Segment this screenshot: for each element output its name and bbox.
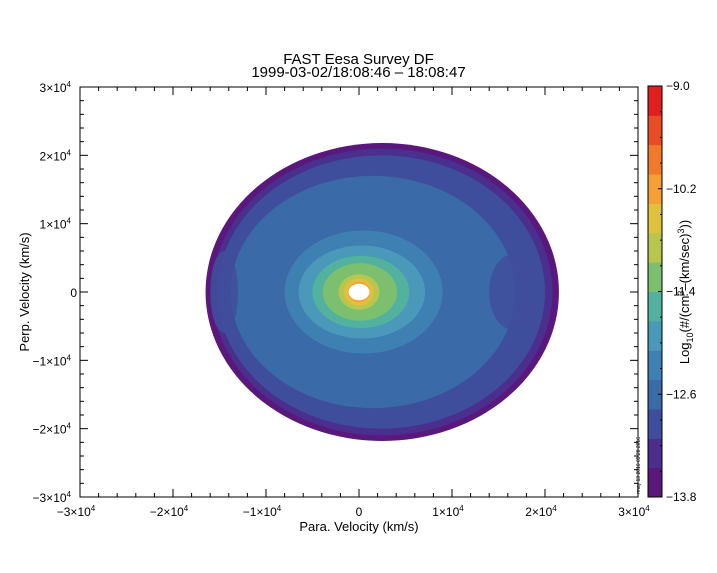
colorbar-band-2 xyxy=(648,408,662,439)
x-tick-label-5: 2×104 xyxy=(525,504,557,519)
y-axis-label: Perp. Velocity (km/s) xyxy=(17,232,32,351)
chart-subtitle: 1999-03-02/18:08:46 – 18:08:47 xyxy=(251,64,466,81)
colorbar-tick-label-4: −13.8 xyxy=(666,490,697,504)
x-axis: −3×104 −2×104 −1×104 0 1×104 2×104 3×104 xyxy=(57,87,650,519)
x-tick-label-3: 0 xyxy=(356,505,363,519)
colorbar-band-4 xyxy=(648,350,662,381)
core-void xyxy=(348,283,370,301)
colorbar-axis: −9.0 −10.2 −11.4 −12.6 −13.8 xyxy=(658,79,697,504)
colorbar-tick-label-1: −10.2 xyxy=(666,182,697,196)
side-lobe-0 xyxy=(489,254,536,330)
y-tick-label-4: 1×104 xyxy=(40,217,72,232)
colorbar-band-13 xyxy=(648,86,662,116)
x-tick-label-6: 3×104 xyxy=(618,504,650,519)
colorbar-band-0 xyxy=(648,467,662,498)
colorbar-band-6 xyxy=(648,291,662,322)
contour-fill xyxy=(81,88,559,496)
colorbar-band-5 xyxy=(648,320,662,351)
y-tick-label-0: −3×104 xyxy=(33,490,72,505)
side-lobe-1 xyxy=(210,251,239,333)
x-tick-label-2: −1×104 xyxy=(243,504,282,519)
colorbar-band-9 xyxy=(648,203,662,234)
colorbar-tick-label-0: −9.0 xyxy=(666,79,690,93)
colorbar-label: Log10(#/(cm3–(km/sec)3)) xyxy=(676,220,695,364)
x-tick-label-1: −2×104 xyxy=(150,504,189,519)
unmeasured-region xyxy=(81,88,197,496)
colorbar-band-3 xyxy=(648,379,662,410)
colorbar-band-1 xyxy=(648,438,662,469)
timestamp-stamp: rmay 13 2016 09:28 2016 xyxy=(636,437,642,494)
y-tick-label-6: 3×104 xyxy=(40,80,72,95)
y-tick-label-1: −2×104 xyxy=(33,422,72,437)
colorbar-band-11 xyxy=(648,144,662,175)
chart-title: FAST Eesa Survey DF xyxy=(283,51,434,68)
colorbar-band-7 xyxy=(648,262,662,292)
y-tick-label-2: −1×104 xyxy=(33,353,72,368)
y-axis: −3×104 −2×104 −1×104 0 1×104 2×104 3×104 xyxy=(33,80,638,505)
y-tick-label-3: 0 xyxy=(70,286,77,300)
colorbar-band-8 xyxy=(648,232,662,263)
x-tick-label-0: −3×104 xyxy=(57,504,96,519)
colorbar-tick-label-3: −12.6 xyxy=(666,387,697,401)
colorbar-band-10 xyxy=(648,174,662,204)
y-tick-label-5: 2×104 xyxy=(40,148,72,163)
colorbar-tick-label-2: −11.4 xyxy=(666,285,696,299)
colorbar xyxy=(647,85,663,498)
colorbar-band-12 xyxy=(648,115,662,146)
x-axis-label: Para. Velocity (km/s) xyxy=(299,519,418,534)
x-tick-label-4: 1×104 xyxy=(432,504,464,519)
